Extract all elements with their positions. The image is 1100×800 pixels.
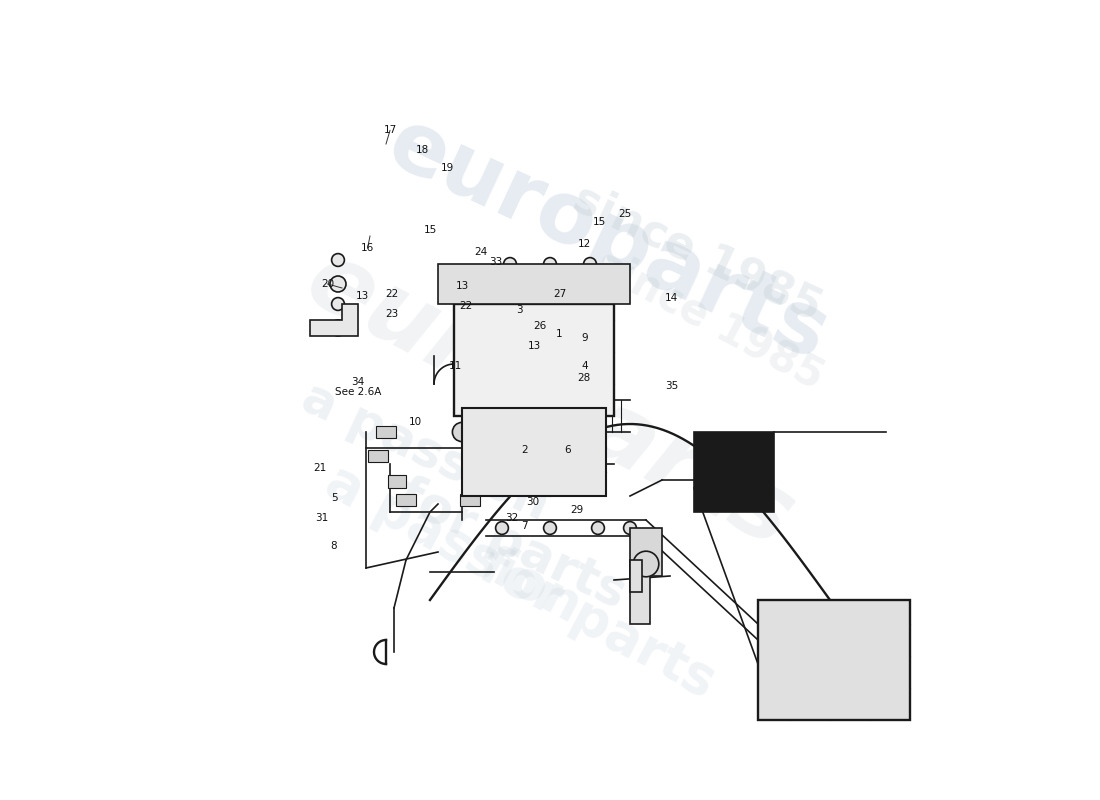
Polygon shape <box>758 600 910 720</box>
Text: 13: 13 <box>455 282 469 291</box>
Text: 2: 2 <box>521 445 528 454</box>
Circle shape <box>331 254 344 266</box>
Text: 17: 17 <box>384 126 397 135</box>
Text: a passion: a passion <box>294 374 557 530</box>
Circle shape <box>624 522 637 534</box>
Text: 29: 29 <box>570 506 583 515</box>
Circle shape <box>504 258 516 270</box>
Circle shape <box>330 320 346 336</box>
Circle shape <box>634 551 659 577</box>
Text: 11: 11 <box>449 362 462 371</box>
Circle shape <box>543 522 557 534</box>
Text: 3: 3 <box>516 306 522 315</box>
Text: 27: 27 <box>553 290 566 299</box>
Bar <box>368 450 387 462</box>
Text: 25: 25 <box>618 210 631 219</box>
Circle shape <box>543 258 557 270</box>
Text: 15: 15 <box>424 226 437 235</box>
Text: 24: 24 <box>474 247 487 257</box>
Bar <box>461 494 480 506</box>
Circle shape <box>452 422 472 442</box>
Text: 22: 22 <box>460 301 473 310</box>
Text: 8: 8 <box>331 541 338 550</box>
Bar <box>388 475 406 488</box>
Polygon shape <box>438 264 630 304</box>
Text: since 1985: since 1985 <box>566 176 828 329</box>
Text: 9: 9 <box>581 333 587 342</box>
Polygon shape <box>310 304 358 336</box>
Text: a passion: a passion <box>318 455 591 633</box>
Text: 13: 13 <box>527 341 540 350</box>
Text: 22: 22 <box>385 290 398 299</box>
Text: 30: 30 <box>526 498 539 507</box>
Polygon shape <box>694 432 774 512</box>
Text: 18: 18 <box>416 145 429 154</box>
Text: 6: 6 <box>564 445 571 454</box>
Text: europarts: europarts <box>290 233 810 567</box>
Text: 33: 33 <box>490 258 503 267</box>
Text: 34: 34 <box>351 377 364 386</box>
Text: 28: 28 <box>578 373 591 382</box>
Text: 5: 5 <box>331 493 338 502</box>
Text: europarts: europarts <box>374 102 840 378</box>
Text: 20: 20 <box>321 279 334 289</box>
Text: 14: 14 <box>666 293 679 302</box>
Text: 32: 32 <box>505 514 518 523</box>
Text: 31: 31 <box>316 513 329 522</box>
Text: 23: 23 <box>385 310 398 319</box>
Text: since 1985: since 1985 <box>588 242 830 398</box>
Text: 10: 10 <box>409 418 422 427</box>
Text: for parts: for parts <box>471 540 725 708</box>
Bar <box>376 426 396 438</box>
Text: 26: 26 <box>534 322 547 331</box>
Polygon shape <box>454 304 614 416</box>
Bar <box>396 494 416 506</box>
Text: 7: 7 <box>521 522 528 531</box>
Bar <box>630 560 650 624</box>
Text: 21: 21 <box>314 463 327 473</box>
Text: 35: 35 <box>666 381 679 390</box>
Text: 16: 16 <box>361 243 374 253</box>
Bar <box>630 560 642 592</box>
Text: See 2.6A: See 2.6A <box>334 387 382 397</box>
Circle shape <box>584 258 596 270</box>
Text: 13: 13 <box>355 291 368 301</box>
Text: 4: 4 <box>581 362 587 371</box>
Circle shape <box>330 276 346 292</box>
Bar <box>630 528 662 576</box>
Text: for parts: for parts <box>390 470 634 618</box>
Circle shape <box>496 522 508 534</box>
Polygon shape <box>462 408 606 496</box>
Circle shape <box>331 298 344 310</box>
Text: 1: 1 <box>557 330 563 339</box>
Text: 15: 15 <box>593 218 606 227</box>
Text: 19: 19 <box>441 163 454 173</box>
Text: 12: 12 <box>578 239 591 249</box>
Circle shape <box>592 522 604 534</box>
